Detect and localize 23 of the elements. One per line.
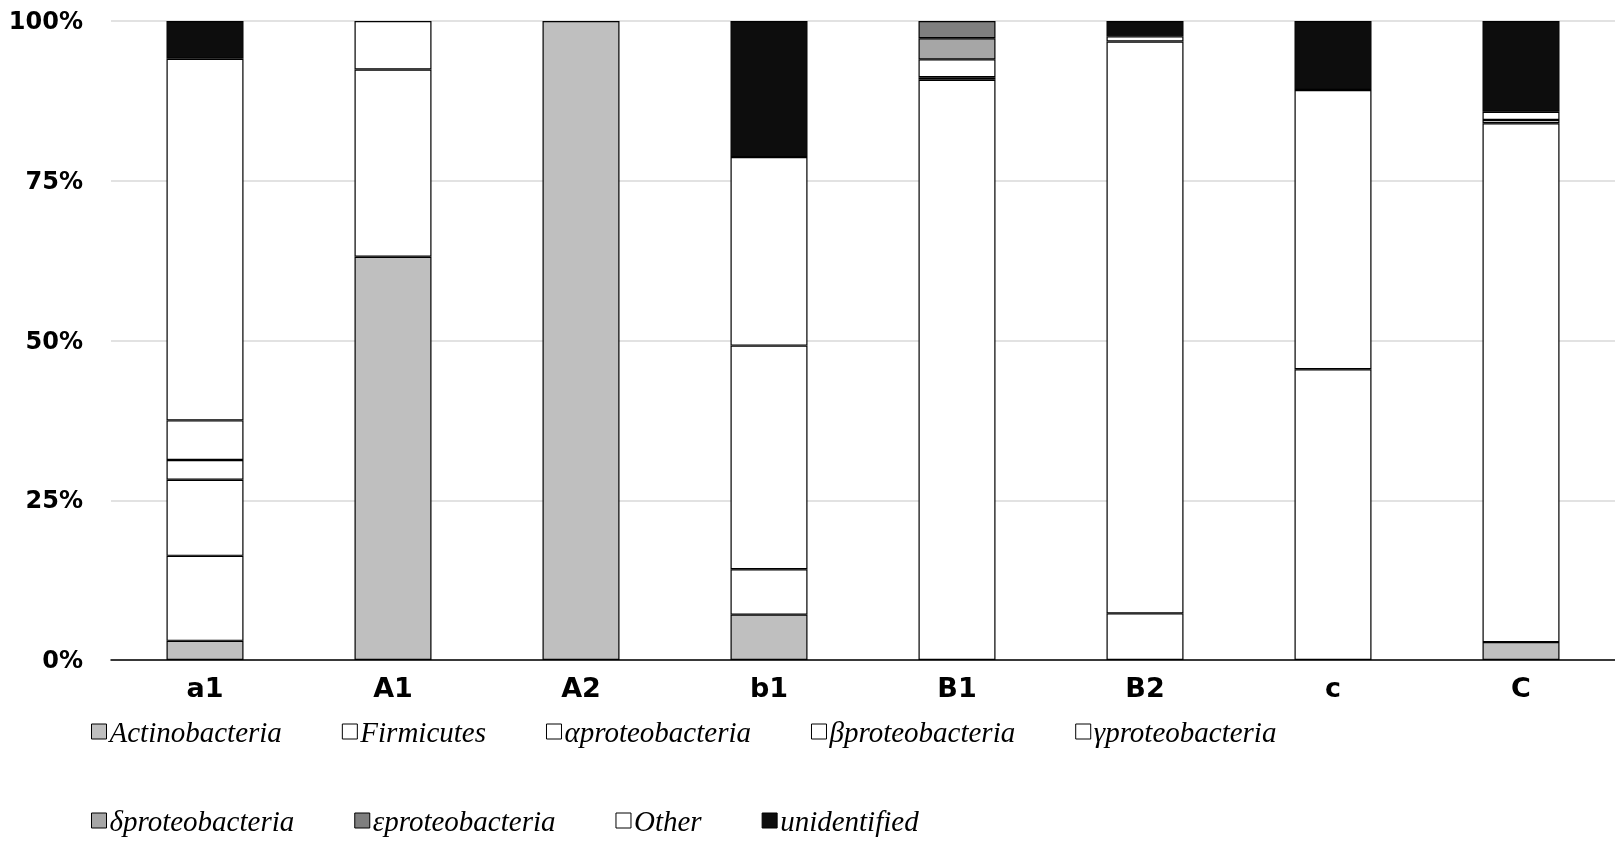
legend-label: Actinobacteria (107, 715, 282, 748)
legend-label: βproteobacteria (828, 715, 1016, 748)
legend-label: γproteobacteria (1093, 715, 1277, 748)
legend-label: Firmicutes (359, 715, 486, 748)
x-tick-label: a1 (186, 672, 224, 703)
x-tick-label: C (1511, 672, 1531, 703)
y-tick-label: 100% (8, 7, 83, 35)
legend-label: Other (633, 804, 703, 837)
x-tick-label: B1 (937, 672, 977, 703)
y-tick-label: 25% (25, 486, 83, 515)
y-tick-label: 50% (25, 326, 83, 355)
y-tick-label: 75% (25, 166, 83, 195)
x-tick-label: A1 (373, 672, 413, 703)
legend-label: δproteobacteria (109, 804, 295, 837)
x-tick-label: b1 (749, 672, 789, 703)
legend-label: αproteobacteria (564, 715, 751, 748)
bar (1106, 21, 1184, 37)
legend-label: εproteobacteria (372, 804, 556, 837)
x-tick-label: A2 (561, 672, 601, 703)
x-tick-label: B2 (1125, 672, 1165, 703)
y-tick-label: 0% (42, 646, 83, 674)
x-tick-label: c (1324, 672, 1342, 703)
legend-label: unidentified (780, 804, 920, 837)
